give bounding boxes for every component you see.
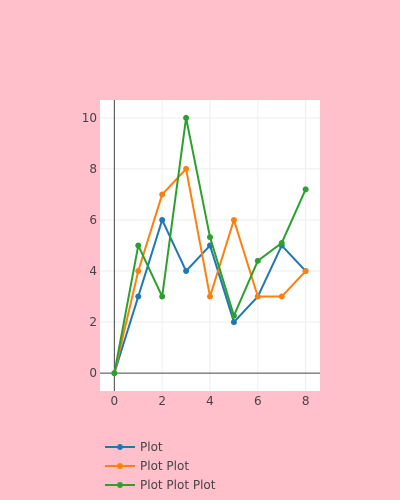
data-point — [302, 186, 309, 193]
data-point — [278, 293, 285, 300]
data-point — [230, 312, 237, 319]
y-tick-label: 2 — [89, 315, 97, 329]
legend[interactable]: Plot Plot Plot Plot Plot Plot — [105, 440, 216, 492]
y-tick-label: 8 — [89, 162, 97, 176]
data-point — [230, 319, 237, 326]
x-tick-label: 0 — [111, 394, 119, 408]
series-2 — [111, 165, 309, 377]
legend-item-2[interactable]: Plot Plot — [105, 459, 189, 473]
x-tick-label: 6 — [254, 394, 262, 408]
legend-swatch-marker — [117, 444, 123, 450]
data-point — [207, 234, 213, 241]
data-point — [254, 257, 261, 264]
x-tick-label: 4 — [206, 394, 214, 408]
legend-swatch-marker — [117, 482, 123, 488]
y-tick-label: 4 — [89, 264, 97, 278]
axes — [100, 100, 320, 391]
data-point — [159, 293, 166, 300]
data-point — [254, 293, 261, 300]
legend-label: Plot Plot Plot — [140, 478, 216, 492]
series-layer — [111, 114, 309, 377]
data-point — [135, 242, 142, 249]
y-tick-label: 6 — [89, 213, 97, 227]
data-point — [302, 268, 309, 275]
data-point — [135, 268, 142, 275]
legend-label: Plot — [140, 440, 163, 454]
data-point — [111, 370, 118, 377]
y-tick-label: 10 — [82, 111, 97, 125]
x-tick-label: 2 — [158, 394, 166, 408]
data-point — [183, 114, 190, 121]
legend-item-3[interactable]: Plot Plot Plot — [105, 478, 216, 492]
series-3 — [111, 114, 309, 377]
x-tick-label: 8 — [302, 394, 310, 408]
tick-labels: 0 2 4 6 8 0 2 4 6 8 10 — [82, 111, 310, 408]
y-tick-label: 0 — [89, 366, 97, 380]
data-point — [159, 191, 166, 198]
legend-swatch-marker — [117, 463, 123, 469]
data-point — [207, 293, 213, 300]
data-point — [278, 239, 285, 246]
data-point — [159, 216, 166, 223]
data-point — [183, 268, 190, 275]
legend-item-1[interactable]: Plot — [105, 440, 163, 454]
legend-label: Plot Plot — [140, 459, 189, 473]
data-point — [230, 216, 237, 223]
data-point — [183, 165, 190, 172]
data-point — [135, 293, 142, 300]
